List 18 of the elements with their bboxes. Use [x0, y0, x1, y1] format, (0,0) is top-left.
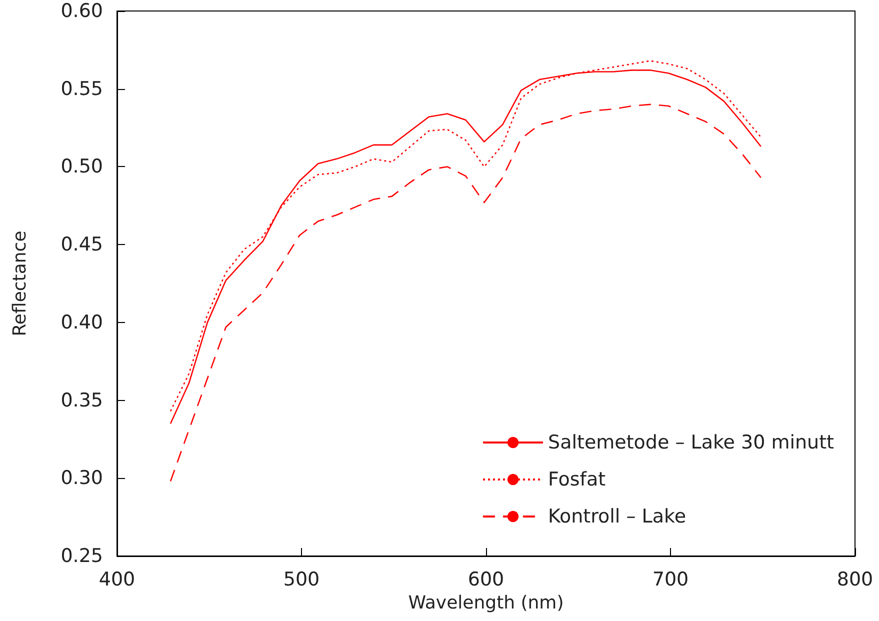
y-tick-label: 0.50 [60, 156, 103, 178]
y-tick-label: 0.60 [60, 0, 103, 22]
x-tick-label: 500 [283, 568, 320, 590]
x-axis-title: Wavelength (nm) [408, 592, 564, 614]
y-tick-label: 0.55 [60, 78, 103, 100]
x-tick-label: 800 [836, 568, 874, 590]
x-tick-label: 400 [98, 568, 136, 590]
legend-label: Kontroll – Lake [548, 506, 686, 528]
y-tick-label: 0.40 [60, 311, 103, 334]
y-tick-label: 0.25 [60, 545, 103, 567]
y-tick-label: 0.45 [60, 234, 103, 256]
legend-label: Saltemetode – Lake 30 minutt [548, 432, 834, 454]
y-axis-title: Reflectance [10, 230, 30, 336]
y-tick-label: 0.35 [60, 389, 103, 412]
y-tick-label: 0.30 [60, 467, 103, 490]
x-tick-label: 600 [468, 568, 504, 590]
legend-label: Fosfat [548, 468, 606, 490]
x-tick-label: 700 [652, 568, 689, 590]
